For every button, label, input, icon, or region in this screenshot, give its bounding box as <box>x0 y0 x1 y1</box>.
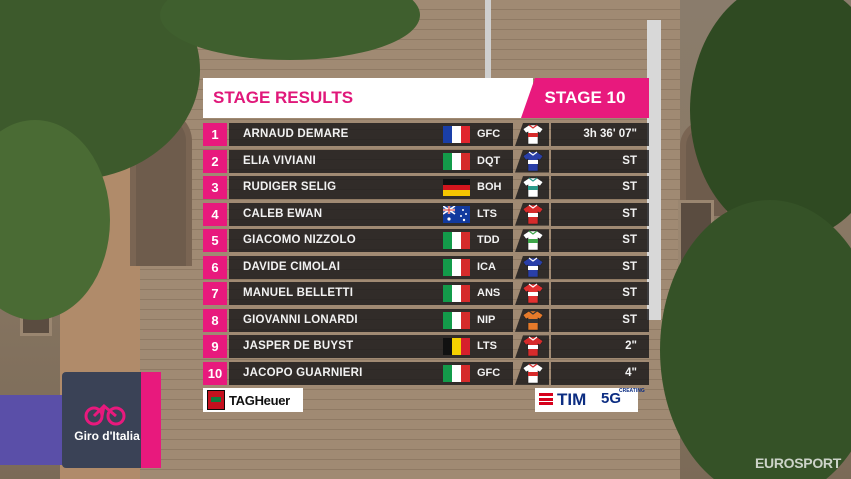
team-code: LTS <box>477 340 497 353</box>
orange-black-jersey-icon <box>523 310 543 331</box>
header-title: STAGE RESULTS <box>203 78 533 118</box>
result-row: 3 RUDIGER SELIG BOH ST <box>203 176 649 200</box>
australia-flag-icon <box>443 205 470 223</box>
rider-info: ARNAUD DEMARE GFC <box>229 123 513 146</box>
finish-time: ST <box>551 229 649 253</box>
giro-bike-icon <box>84 403 126 426</box>
finish-time: ST <box>551 149 649 173</box>
team-code: GFC <box>477 128 501 140</box>
finish-time: 3h 36' 07" <box>551 123 649 146</box>
rider-info: ELIA VIVIANI DQT <box>229 149 513 173</box>
tagheuer-text: TAGHeuer <box>229 392 290 408</box>
green-white-jersey-icon <box>523 230 543 251</box>
result-row: 8 GIOVANNI LONARDI NIP ST <box>203 308 649 332</box>
position-number: 9 <box>203 335 227 359</box>
giro-logo-text: Giro d'Italia <box>74 429 140 443</box>
rider-name: CALEB EWAN <box>243 207 323 220</box>
germany-flag-icon <box>443 179 470 197</box>
finish-time: ST <box>551 282 649 306</box>
italy-flag-icon <box>443 285 470 303</box>
team-code: ANS <box>477 287 501 300</box>
italy-flag-icon <box>443 152 470 170</box>
italy-flag-icon <box>443 364 470 382</box>
result-row: 2 ELIA VIVIANI DQT ST <box>203 149 649 173</box>
rider-name: JASPER DE BUYST <box>243 340 354 353</box>
rider-info: DAVIDE CIMOLAI ICA <box>229 255 513 279</box>
rider-name: MANUEL BELLETTI <box>243 287 354 300</box>
result-row: 1 ARNAUD DEMARE GFC 3h 36' 07" <box>203 123 649 146</box>
team-code: NIP <box>477 313 496 326</box>
position-number: 5 <box>203 229 227 253</box>
position-number: 8 <box>203 308 227 332</box>
team-code: BOH <box>477 181 502 194</box>
finish-time: ST <box>551 308 649 332</box>
blue-white-jersey-icon <box>523 257 543 278</box>
team-code: GFC <box>477 366 501 379</box>
finish-time: ST <box>551 202 649 226</box>
rider-info: GIACOMO NIZZOLO TDD <box>229 229 513 253</box>
position-number: 2 <box>203 149 227 173</box>
rider-info: RUDIGER SELIG BOH <box>229 176 513 200</box>
red-white-jersey-icon <box>523 204 543 224</box>
tagheuer-logo-icon <box>207 390 225 410</box>
finish-time: 2" <box>551 335 649 359</box>
blue-white-jersey-icon <box>523 151 543 171</box>
team-code: ICA <box>477 260 496 273</box>
position-number: 10 <box>203 361 227 385</box>
tim-sponsor: TIM 5G CREATING <box>535 388 645 412</box>
white-red-jersey-icon <box>523 363 543 384</box>
tim-logo-icon <box>539 393 553 407</box>
rider-info: GIOVANNI LONARDI NIP <box>229 308 513 332</box>
france-flag-icon <box>443 126 470 143</box>
giro-sign-stripe <box>141 372 161 468</box>
team-code: TDD <box>477 234 500 247</box>
rider-name: RUDIGER SELIG <box>243 181 337 194</box>
results-header: STAGE RESULTS STAGE 10 <box>203 78 649 118</box>
position-number: 4 <box>203 202 227 226</box>
result-row: 5 GIACOMO NIZZOLO TDD ST <box>203 229 649 253</box>
tagheuer-sponsor: TAGHeuer <box>203 388 303 412</box>
finish-time: 4" <box>551 361 649 385</box>
red-white-jersey-icon <box>523 336 543 357</box>
position-number: 3 <box>203 176 227 200</box>
stage-label: STAGE 10 <box>521 78 649 118</box>
eurosport-watermark: EUROSPORT <box>755 455 841 471</box>
rider-name: ELIA VIVIANI <box>243 154 316 167</box>
results-table: 1 ARNAUD DEMARE GFC 3h 36' 07" 2 ELIA VIVIANI… <box>203 123 649 388</box>
result-row: 4 CALEB EWAN LTS ST <box>203 202 649 226</box>
rider-name: DAVIDE CIMOLAI <box>243 260 341 273</box>
tim-5g-text: 5G <box>601 390 622 407</box>
italy-flag-icon <box>443 258 470 276</box>
teal-white-jersey-icon <box>523 177 543 198</box>
red-jersey-icon <box>523 283 543 304</box>
rider-info: CALEB EWAN LTS <box>229 202 513 226</box>
street-pole <box>485 0 491 80</box>
team-code: DQT <box>477 154 501 167</box>
finish-time: ST <box>551 255 649 279</box>
position-number: 6 <box>203 255 227 279</box>
finish-time: ST <box>551 176 649 200</box>
tim-small-text: CREATING <box>619 388 645 394</box>
position-number: 1 <box>203 123 227 146</box>
street-pole <box>647 20 661 320</box>
result-row: 6 DAVIDE CIMOLAI ICA ST <box>203 255 649 279</box>
rider-name: JACOPO GUARNIERI <box>243 366 363 379</box>
tim-text: TIM <box>557 390 587 409</box>
rider-info: JACOPO GUARNIERI GFC <box>229 361 513 385</box>
rider-info: MANUEL BELLETTI ANS <box>229 282 513 306</box>
rider-name: GIACOMO NIZZOLO <box>243 234 356 247</box>
italy-flag-icon <box>443 311 470 329</box>
result-row: 7 MANUEL BELLETTI ANS ST <box>203 282 649 306</box>
team-code: LTS <box>477 207 497 220</box>
result-row: 9 JASPER DE BUYST LTS 2" <box>203 335 649 359</box>
rider-name: GIOVANNI LONARDI <box>243 313 358 326</box>
white-red-jersey-icon <box>523 124 543 145</box>
result-row: 10 JACOPO GUARNIERI GFC 4" <box>203 361 649 385</box>
belgium-flag-icon <box>443 338 470 356</box>
rider-name: ARNAUD DEMARE <box>243 128 349 140</box>
italy-flag-icon <box>443 232 470 250</box>
tree-foliage <box>660 200 851 479</box>
position-number: 7 <box>203 282 227 306</box>
rider-info: JASPER DE BUYST LTS <box>229 335 513 359</box>
